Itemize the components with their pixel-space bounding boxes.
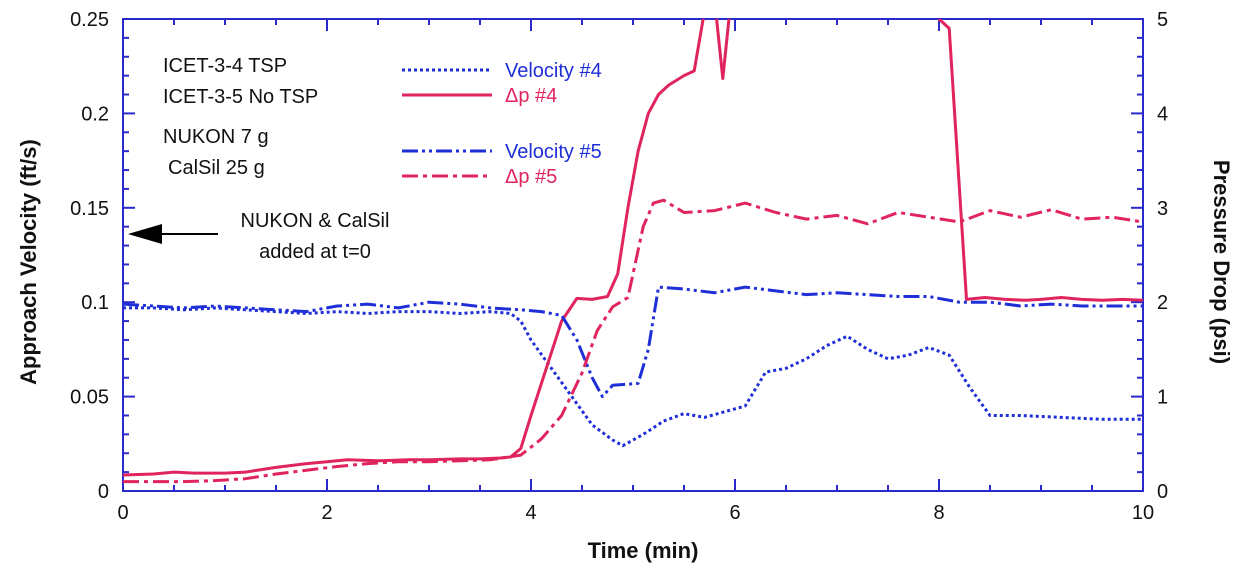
series-line-5 xyxy=(123,198,1143,484)
x-tick-label: 10 xyxy=(1132,502,1154,524)
y2-tick-labels: 0 1 2 3 4 5 xyxy=(1157,9,1168,503)
y2-tick-label: 0 xyxy=(1157,481,1168,503)
legend-entry-dp-4: Δp #4 xyxy=(402,85,557,107)
legend-label-dp-5: Δp #5 xyxy=(505,166,557,188)
x-tick-label: 6 xyxy=(729,502,740,524)
note-calsil: CalSil 25 g xyxy=(168,157,265,179)
legend-label-velocity-5: Velocity #5 xyxy=(505,141,602,163)
legend-entry-velocity-4: Velocity #4 xyxy=(402,60,602,82)
y-tick-label: 0.25 xyxy=(70,9,109,31)
y-tick-label: 0.05 xyxy=(70,387,109,409)
y2-tick-label: 4 xyxy=(1157,103,1168,125)
y-tick-label: 0.2 xyxy=(81,103,109,125)
annotation-line1: NUKON & CalSil xyxy=(241,210,390,232)
annotation-line2: added at t=0 xyxy=(259,241,371,263)
legend-entry-dp-5: Δp #5 xyxy=(402,166,557,188)
y2-tick-label: 3 xyxy=(1157,198,1168,220)
note-icet-3-4: ICET-3-4 TSP xyxy=(163,55,287,77)
y-tick-label: 0.15 xyxy=(70,198,109,220)
y-axis-title: Approach Velocity (ft/s) xyxy=(16,139,41,385)
x-axis-title: Time (min) xyxy=(588,538,699,563)
x-tick-label: 8 xyxy=(933,502,944,524)
series-line-4 xyxy=(123,285,1143,399)
note-nukon: NUKON 7 g xyxy=(163,126,269,148)
legend-label-dp-4: Δp #4 xyxy=(505,85,557,107)
y2-tick-label: 2 xyxy=(1157,292,1168,314)
y-tick-label: 0 xyxy=(98,481,109,503)
note-icet-3-5: ICET-3-5 No TSP xyxy=(163,86,318,108)
y-tick-label: 0.1 xyxy=(81,292,109,314)
annotation-arrow xyxy=(128,224,218,244)
y2-tick-label: 5 xyxy=(1157,9,1168,31)
x-tick-label: 2 xyxy=(321,502,332,524)
y-tick-labels: 0 0.05 0.1 0.15 0.2 0.25 xyxy=(70,9,109,503)
legend-label-velocity-4: Velocity #4 xyxy=(505,60,602,82)
legend-entry-velocity-5: Velocity #5 xyxy=(402,141,602,163)
series-lines xyxy=(123,19,1143,484)
x-tick-label: 4 xyxy=(525,502,536,524)
x-tick-label: 0 xyxy=(117,502,128,524)
y2-axis-title: Pressure Drop (psi) xyxy=(1209,160,1234,364)
legend: Velocity #4 Δp #4 Velocity #5 Δp #5 xyxy=(402,60,602,188)
series-line-1 xyxy=(123,19,705,477)
series-line-3 xyxy=(937,19,1143,302)
series-line-0 xyxy=(123,306,1143,448)
series-line-2 xyxy=(715,19,731,80)
x-tick-labels: 0 2 4 6 8 10 xyxy=(117,502,1154,524)
y2-tick-label: 1 xyxy=(1157,387,1168,409)
tick-marks xyxy=(122,18,1144,492)
